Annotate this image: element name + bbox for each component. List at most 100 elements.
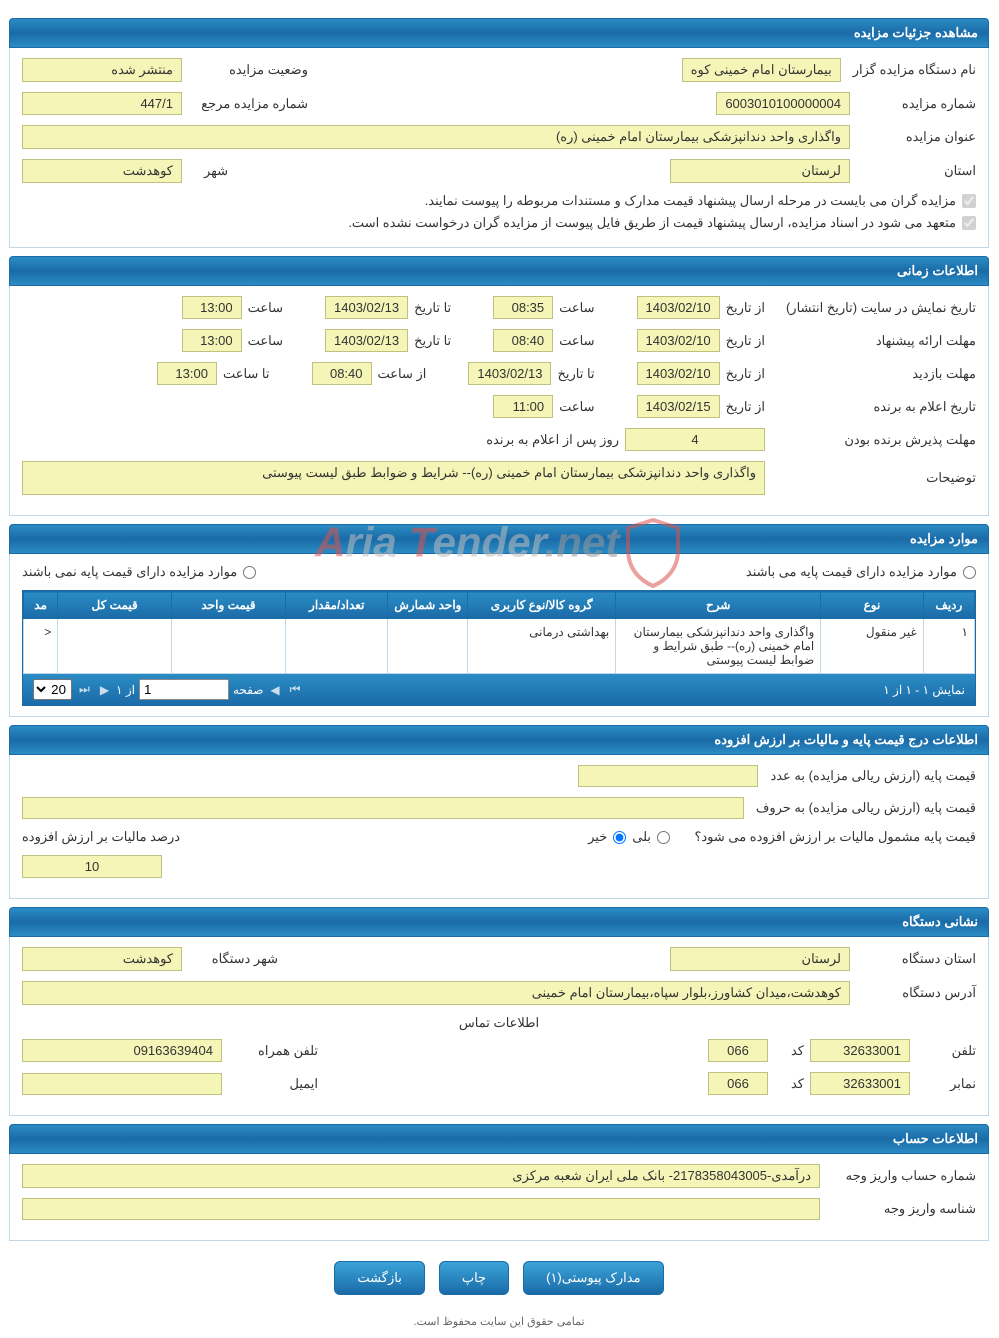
winner-label: تاریخ اعلام به برنده (771, 399, 976, 415)
accept-label: مهلت پذیرش برنده بودن (771, 432, 976, 448)
cell-idx: ۱ (923, 619, 974, 674)
section-header-price: اطلاعات درج قیمت پایه و مالیات بر ارزش ا… (9, 725, 989, 755)
phone-code-value: 066 (708, 1039, 768, 1062)
visit-to-date: 1403/02/13 (468, 362, 551, 385)
radio-nobase[interactable] (243, 566, 256, 579)
vat-pct-value: 10 (22, 855, 162, 878)
acc-id-label: شناسه واریز وجه (826, 1201, 976, 1217)
desc-label: توضیحات (771, 470, 976, 486)
org-city-label: شهر دستگاه (188, 951, 278, 967)
footer-text: تمامی حقوق این سایت محفوظ است. (9, 1315, 989, 1328)
table-row: ۱غیر منقولواگذاری واحد دندانپزشکی بیمارس… (24, 619, 975, 674)
cell-uprice (172, 619, 286, 674)
section-body-price: قیمت پایه (ارزش ریالی مزایده) به عدد قیم… (9, 755, 989, 899)
section-header-account: اطلاعات حساب (9, 1124, 989, 1154)
section-body-org: استان دستگاه لرستان شهر دستگاه کوهدشت آد… (9, 937, 989, 1116)
to-date-label-1: تا تاریخ (414, 300, 451, 316)
base-word-label: قیمت پایه (ارزش ریالی مزایده) به حروف (750, 800, 976, 816)
radio-hasbase-label: موارد مزایده دارای قیمت پایه می باشند (746, 564, 957, 580)
bid-from-date: 1403/02/10 (637, 329, 720, 352)
visit-from-time: 08:40 (312, 362, 372, 385)
desc-value: واگذاری واحد دندانپزشکی بیمارستان امام خ… (22, 461, 765, 495)
visit-from-date: 1403/02/10 (637, 362, 720, 385)
publish-label: تاریخ نمایش در سایت (تاریخ انتشار) (771, 300, 976, 316)
vat-no-radio[interactable] (613, 831, 626, 844)
radio-nobase-wrapper[interactable]: موارد مزایده دارای قیمت پایه نمی باشند (22, 564, 256, 580)
time-label-2: ساعت (248, 300, 283, 316)
section-header-items: موارد مزایده (9, 524, 989, 554)
province-label: استان (856, 163, 976, 179)
vat-no-wrapper[interactable]: خیر (588, 829, 626, 845)
vat-yes-radio[interactable] (657, 831, 670, 844)
bid-to-date: 1403/02/13 (325, 329, 408, 352)
vat-pct-label: درصد مالیات بر ارزش افزوده (22, 829, 180, 845)
radio-hasbase-wrapper[interactable]: موارد مزایده دارای قیمت پایه می باشند (746, 564, 976, 580)
check-no-file-bid (962, 216, 976, 230)
col-unit: واحد شمارش (388, 592, 468, 619)
publish-to-date: 1403/02/13 (325, 296, 408, 319)
time-label-4: ساعت (248, 333, 283, 349)
acc-label: شماره حساب واریز وجه (826, 1168, 976, 1184)
cell-group: بهداشتی درمانی (468, 619, 616, 674)
acc-id-value (22, 1198, 820, 1220)
bid-to-time: 13:00 (182, 329, 242, 352)
to-time-label: تا ساعت (223, 366, 270, 382)
pager-prev-icon[interactable]: ◀ (267, 683, 282, 697)
vat-yes-wrapper[interactable]: بلی (632, 829, 670, 845)
bid-label: مهلت ارائه پیشنهاد (771, 333, 976, 349)
num-label: شماره مزایده (856, 96, 976, 112)
col-desc: شرح (616, 592, 821, 619)
mobile-value: 09163639404 (22, 1039, 222, 1062)
base-word-value (22, 797, 744, 819)
title-value: واگذاری واحد دندانپزشکی بیمارستان امام خ… (22, 125, 850, 149)
to-date-label-3: تا تاریخ (557, 366, 594, 382)
radio-hasbase[interactable] (963, 566, 976, 579)
cell-qty (285, 619, 388, 674)
org-label: نام دستگاه مزایده گزار (847, 62, 976, 78)
col-idx: ردیف (923, 592, 974, 619)
col-type: نوع (821, 592, 924, 619)
phone-value: 32633001 (810, 1039, 910, 1062)
col-mod: مد (24, 592, 58, 619)
check1-label: مزایده گران می بایست در مرحله ارسال پیشن… (425, 193, 956, 209)
vat-question: قیمت پایه مشمول مالیات بر ارزش افزوده می… (676, 829, 976, 845)
vat-no-label: خیر (588, 829, 607, 845)
cell-desc: واگذاری واحد دندانپزشکی بیمارستان امام خ… (616, 619, 821, 674)
ref-value: 447/1 (22, 92, 182, 115)
org-value: بیمارستان امام خمینی کوه (682, 58, 841, 82)
org-addr-value: کوهدشت،میدان کشاورز،بلوار سپاه،بیمارستان… (22, 981, 850, 1005)
time-label-5: ساعت (559, 399, 594, 415)
buttons-row: مدارک پیوستی(۱) چاپ بازگشت (9, 1261, 989, 1295)
check-attach-docs (962, 194, 976, 208)
visit-to-time: 13:00 (157, 362, 217, 385)
province-value: لرستان (670, 159, 850, 183)
print-button[interactable]: چاپ (439, 1261, 509, 1295)
items-table: ردیف نوع شرح گروه کالا/نوع کاربری واحد ش… (23, 591, 975, 674)
pager-last-icon[interactable]: ⏭ (76, 682, 93, 697)
attach-button[interactable]: مدارک پیوستی(۱) (523, 1261, 664, 1295)
org-province-label: استان دستگاه (856, 951, 976, 967)
accept-days: 4 (625, 428, 765, 451)
col-qty: تعداد/مقدار (285, 592, 388, 619)
pager-first-icon[interactable]: ⏮ (287, 682, 304, 697)
pager-per-page[interactable]: 20 (33, 679, 72, 700)
publish-from-time: 08:35 (493, 296, 553, 319)
radio-nobase-label: موارد مزایده دارای قیمت پایه نمی باشند (22, 564, 237, 580)
publish-to-time: 13:00 (182, 296, 242, 319)
num-value: 6003010100000004 (716, 92, 850, 115)
pager-status: نمایش ۱ - ۱ از ۱ (883, 683, 965, 697)
col-total: قیمت کل (58, 592, 172, 619)
bid-from-time: 08:40 (493, 329, 553, 352)
pager-of-label: از ۱ (116, 683, 135, 697)
section-header-time: اطلاعات زمانی (9, 256, 989, 286)
winner-time: 11:00 (493, 395, 553, 418)
section-header-org: نشانی دستگاه (9, 907, 989, 937)
accept-days-label: روز پس از اعلام به برنده (486, 432, 619, 448)
items-table-wrap: ردیف نوع شرح گروه کالا/نوع کاربری واحد ش… (22, 590, 976, 706)
col-uprice: قیمت واحد (172, 592, 286, 619)
pager-page-input[interactable] (139, 679, 229, 700)
from-date-label: از تاریخ (726, 300, 765, 316)
back-button[interactable]: بازگشت (334, 1261, 424, 1295)
section-body-items: موارد مزایده دارای قیمت پایه می باشند مو… (9, 554, 989, 717)
pager-next-icon[interactable]: ▶ (97, 683, 112, 697)
